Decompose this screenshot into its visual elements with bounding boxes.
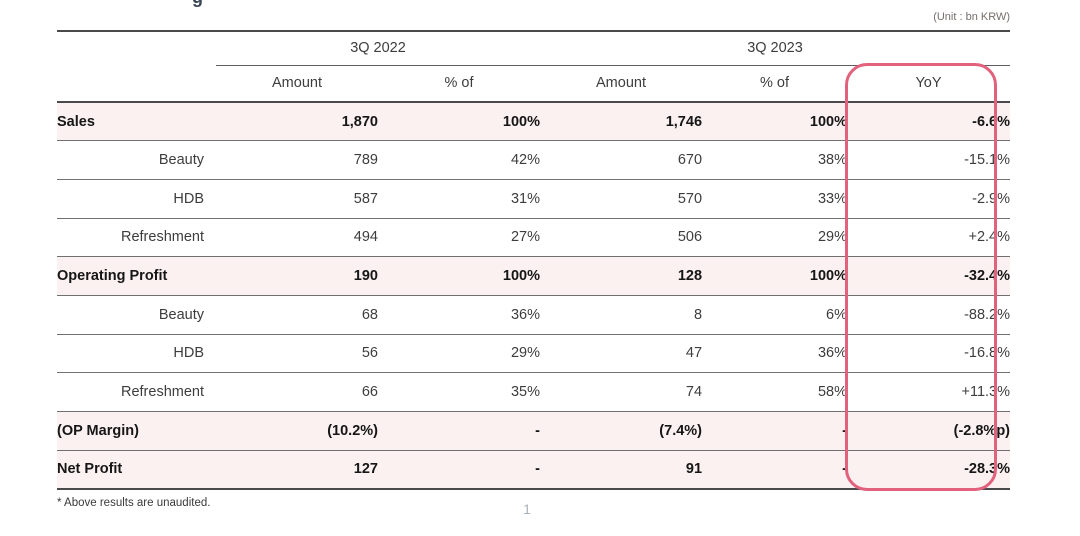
amount-2022-cell: 190 — [216, 256, 378, 296]
column-header-pct-2022: % of — [378, 65, 541, 103]
table-row: HDB 587 31% 570 33% -2.9% — [57, 179, 1011, 219]
table-row: Beauty 789 42% 670 38% -15.1% — [57, 140, 1011, 180]
pct-2022-cell: 35% — [378, 372, 541, 412]
slide-title-fragment: g — [192, 0, 226, 8]
yoy-cell: -28.3% — [847, 450, 1011, 490]
pct-2022-cell: 100% — [378, 102, 541, 142]
period-header-3q2023: 3Q 2023 — [540, 30, 1011, 66]
yoy-cell: +11.3% — [847, 372, 1011, 412]
table-row: Refreshment 494 27% 506 29% +2.4% — [57, 218, 1011, 258]
results-table: 3Q 2022 3Q 2023 Amount % of Amount % of … — [57, 30, 1011, 490]
table-row: Net Profit 127-91- -28.3% — [57, 450, 1011, 490]
row-label: Refreshment — [57, 218, 216, 258]
row-label: Operating Profit — [57, 256, 216, 296]
pct-2023-cell: 38% — [702, 140, 848, 180]
amount-2023-cell: 670 — [540, 140, 703, 180]
pct-2022-cell: 31% — [378, 179, 541, 219]
pct-2023-cell: - — [702, 450, 848, 490]
row-label: Sales — [57, 102, 216, 142]
clipped-slide-title: g — [192, 0, 226, 8]
pct-2023-cell: 36% — [702, 334, 848, 374]
amount-2022-cell: 494 — [216, 218, 378, 258]
yoy-cell: +2.4% — [847, 218, 1011, 258]
amount-2023-cell: (7.4%) — [540, 411, 703, 451]
yoy-cell: -2.9% — [847, 179, 1011, 219]
amount-2023-cell: 1,746 — [540, 102, 703, 142]
yoy-cell: -32.4% — [847, 256, 1011, 296]
unaudited-footnote: * Above results are unaudited. — [57, 497, 211, 509]
amount-2022-cell: 587 — [216, 179, 378, 219]
row-label: Net Profit — [57, 450, 216, 490]
row-label: Beauty — [57, 140, 216, 180]
pct-2022-cell: 29% — [378, 334, 541, 374]
table-row: Operating Profit 190 100% 128 100% -32.4% — [57, 256, 1011, 296]
pct-2022-cell: 27% — [378, 218, 541, 258]
amount-2022-cell: 789 — [216, 140, 378, 180]
period-header-row: 3Q 2022 3Q 2023 — [57, 30, 1011, 66]
amount-2023-cell: 570 — [540, 179, 703, 219]
header-spacer-cell — [57, 65, 216, 103]
column-header-row: Amount % of Amount % of YoY — [57, 65, 1011, 103]
yoy-cell: -6.6% — [847, 102, 1011, 142]
header-spacer-cell — [57, 30, 216, 65]
yoy-cell: -15.1% — [847, 140, 1011, 180]
amount-2022-cell: 68 — [216, 295, 378, 335]
pct-2022-cell: - — [378, 411, 541, 451]
row-label: Beauty — [57, 295, 216, 335]
amount-2023-cell: 8 — [540, 295, 703, 335]
amount-2022-cell: 66 — [216, 372, 378, 412]
amount-2022-cell: 1,870 — [216, 102, 378, 142]
row-label: Refreshment — [57, 372, 216, 412]
pct-2023-cell: 100% — [702, 256, 848, 296]
pct-2023-cell: - — [702, 411, 848, 451]
amount-2023-cell: 47 — [540, 334, 703, 374]
amount-2023-cell: 128 — [540, 256, 703, 296]
column-header-amount-2022: Amount — [216, 65, 378, 103]
table-row: HDB 56 29% 47 36% -16.8% — [57, 334, 1011, 374]
pct-2022-cell: 36% — [378, 295, 541, 335]
pct-2023-cell: 58% — [702, 372, 848, 412]
period-header-3q2022: 3Q 2022 — [216, 30, 541, 66]
table-row: Beauty 68 36% 8 6% -88.2% — [57, 295, 1011, 335]
column-header-yoy: YoY — [847, 65, 1011, 103]
yoy-cell: (-2.8%p) — [847, 411, 1011, 451]
amount-2022-cell: 127 — [216, 450, 378, 490]
row-label: (OP Margin) — [57, 411, 216, 451]
pct-2023-cell: 6% — [702, 295, 848, 335]
column-header-amount-2023: Amount — [540, 65, 703, 103]
pct-2023-cell: 100% — [702, 102, 848, 142]
results-table-body: Sales 1,870 100% 1,746 100% -6.6% Beauty 789 42%… — [57, 102, 1011, 490]
table-row: (OP Margin) (10.2%) - (7.4%) - (-2.8%p) — [57, 411, 1011, 451]
yoy-cell: -16.8% — [847, 334, 1011, 374]
results-table-wrap: 3Q 2022 3Q 2023 Amount % of Amount % of … — [57, 30, 1011, 490]
amount-2022-cell: 56 — [216, 334, 378, 374]
amount-2023-cell: 91 — [540, 450, 703, 490]
table-row: Refreshment 66 35% 74 58% +11.3% — [57, 372, 1011, 412]
amount-2023-cell: 74 — [540, 372, 703, 412]
amount-2023-cell: 506 — [540, 218, 703, 258]
amount-2022-cell: (10.2%) — [216, 411, 378, 451]
page-number: 1 — [523, 501, 531, 517]
column-header-pct-2023: % of — [702, 65, 848, 103]
row-label: HDB — [57, 179, 216, 219]
pct-2022-cell: 100% — [378, 256, 541, 296]
pct-2022-cell: - — [378, 450, 541, 490]
yoy-cell: -88.2% — [847, 295, 1011, 335]
unit-note: (Unit : bn KRW) — [933, 11, 1010, 23]
pct-2023-cell: 29% — [702, 218, 848, 258]
row-label: HDB — [57, 334, 216, 374]
table-row: Sales 1,870 100% 1,746 100% -6.6% — [57, 102, 1011, 142]
pct-2022-cell: 42% — [378, 140, 541, 180]
pct-2023-cell: 33% — [702, 179, 848, 219]
